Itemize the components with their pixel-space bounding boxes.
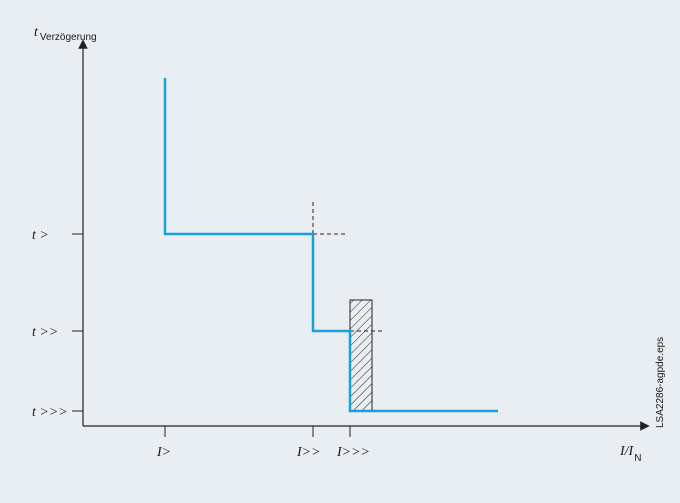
- y-tick-label-3: t >>>: [32, 405, 68, 420]
- tolerance-band: [349, 299, 373, 412]
- x-tick-label-2: I>>: [296, 445, 321, 460]
- x-axis-label-sub: N: [634, 453, 641, 464]
- trip-curve: [163, 78, 498, 413]
- x-axis-label-main: I/I: [619, 444, 635, 459]
- x-tick-label-1: I>: [156, 445, 171, 460]
- x-tick-label-3: I>>>: [336, 445, 370, 460]
- file-reference-label: LSA2286-agpde.eps: [655, 337, 666, 428]
- y-axis-label: t Verzögerung: [34, 25, 97, 43]
- y-axis-label-main: t: [34, 25, 39, 40]
- y-tick-label-1: t >: [32, 228, 49, 243]
- x-axis-label: I/IN: [619, 444, 641, 464]
- y-tick-label-2: t >>: [32, 325, 58, 340]
- y-axis-label-sub: Verzögerung: [40, 32, 97, 43]
